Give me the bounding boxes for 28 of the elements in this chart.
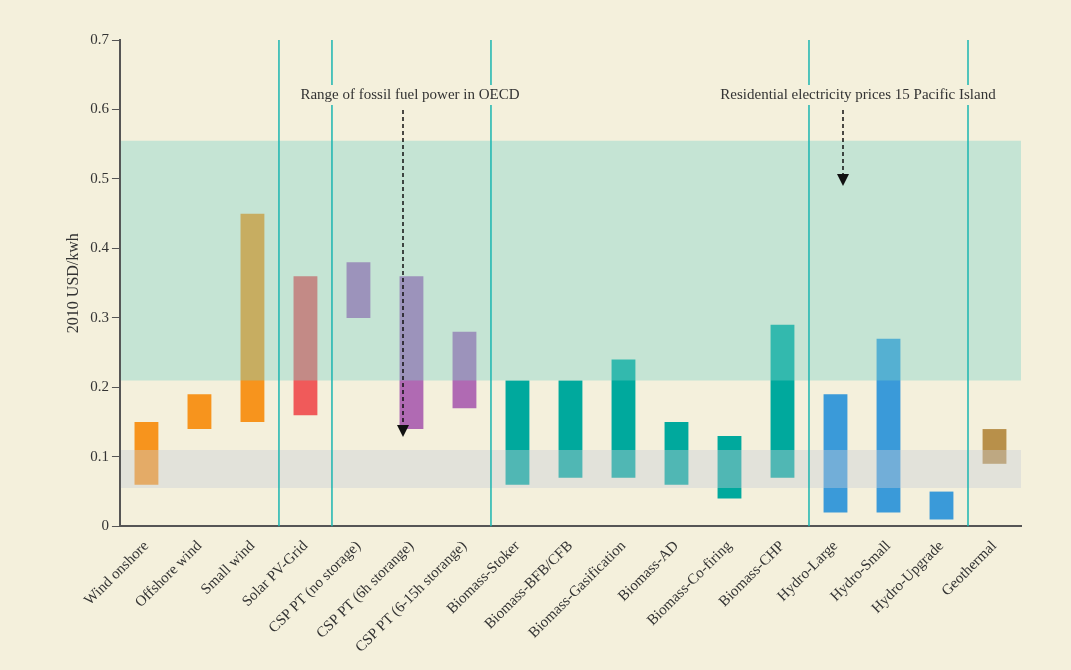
bar bbox=[240, 213, 265, 423]
y-tick-label: 0.6 bbox=[90, 100, 110, 117]
y-tick-label: 0.5 bbox=[90, 169, 109, 186]
annotation: Residential electricity prices 15 Pacific Island bbox=[720, 85, 997, 102]
bar bbox=[611, 359, 636, 478]
bar bbox=[929, 491, 954, 520]
bar bbox=[717, 436, 742, 499]
bar bbox=[452, 331, 477, 409]
bar bbox=[134, 422, 159, 485]
bar bbox=[505, 380, 530, 485]
y-tick-label: 0.3 bbox=[90, 308, 109, 325]
y-tick-label: 0.2 bbox=[90, 378, 109, 395]
bar bbox=[876, 338, 901, 513]
bar bbox=[399, 276, 424, 430]
annotation: Range of fossil fuel power in OECD bbox=[300, 85, 520, 102]
bar bbox=[982, 429, 1007, 464]
y-tick-label: 0.1 bbox=[90, 447, 109, 464]
y-tick-label: 0 bbox=[101, 517, 109, 534]
y-tick-label: 0.7 bbox=[90, 30, 110, 47]
bar bbox=[770, 324, 795, 478]
y-tick-label: 0.4 bbox=[90, 239, 110, 256]
bar bbox=[558, 380, 583, 478]
bar bbox=[293, 276, 318, 416]
bar bbox=[346, 262, 371, 318]
y-axis-title: 2010 USD/kwh bbox=[63, 233, 81, 334]
bar bbox=[187, 394, 212, 430]
bar bbox=[664, 422, 689, 485]
bar bbox=[823, 394, 848, 513]
